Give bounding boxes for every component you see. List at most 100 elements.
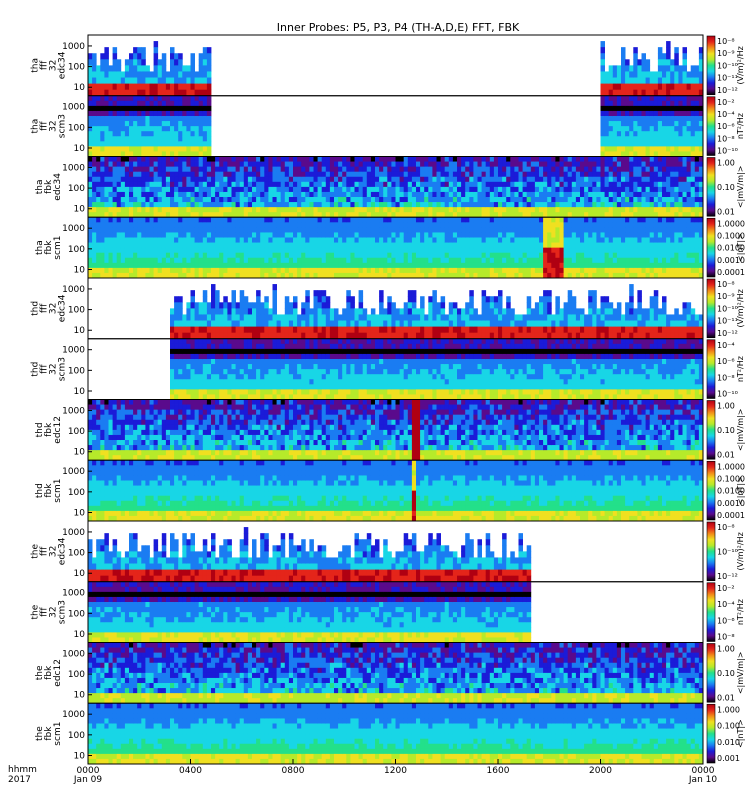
spectrogram-cell bbox=[288, 186, 294, 193]
spectrogram-cell bbox=[674, 181, 679, 188]
spectrogram-cell bbox=[616, 237, 622, 243]
spectrogram-cell bbox=[612, 176, 618, 183]
spectrogram-cell bbox=[354, 176, 359, 183]
spectrogram-cell bbox=[567, 247, 573, 254]
spectrogram-cell bbox=[682, 267, 687, 274]
spectrogram-cell bbox=[411, 232, 417, 238]
spectrogram-cell bbox=[485, 181, 491, 188]
spectrogram-cell bbox=[174, 166, 179, 173]
spectrogram-cell bbox=[686, 197, 692, 203]
spectrogram-cell bbox=[666, 146, 671, 152]
spectrogram-cell bbox=[88, 267, 93, 274]
spectrogram-cell bbox=[313, 262, 318, 269]
spectrogram-cell bbox=[555, 262, 560, 269]
spectrogram-cell bbox=[616, 121, 622, 127]
spectrogram-cell bbox=[202, 105, 208, 112]
spectrogram-cell bbox=[547, 181, 552, 188]
spectrogram-cell bbox=[268, 202, 273, 208]
spectrogram-cell bbox=[629, 110, 634, 117]
spectrogram-cell bbox=[670, 227, 675, 233]
spectrogram-cell bbox=[186, 110, 191, 117]
spectrogram-cell bbox=[133, 171, 138, 178]
spectrogram-cell bbox=[457, 202, 462, 208]
spectrogram-cell bbox=[436, 267, 441, 274]
spectrogram-cell bbox=[682, 166, 687, 173]
spectrogram-cell bbox=[124, 151, 130, 157]
spectrogram-cell bbox=[616, 191, 622, 198]
spectrogram-cell bbox=[145, 151, 150, 157]
spectrogram-cell bbox=[416, 227, 421, 233]
spectrogram-cell bbox=[633, 247, 638, 254]
spectrogram-cell bbox=[657, 181, 663, 188]
spectrogram-cell bbox=[280, 171, 286, 178]
spectrogram-cell bbox=[493, 272, 499, 279]
spectrogram-cell bbox=[313, 207, 318, 213]
spectrogram-cell bbox=[293, 227, 298, 233]
spectrogram-cell bbox=[178, 161, 183, 168]
spectrogram-cell bbox=[637, 151, 642, 157]
spectrogram-cell bbox=[461, 242, 466, 249]
spectrogram-cell bbox=[563, 232, 569, 238]
spectrogram-cell bbox=[96, 262, 101, 269]
spectrogram-cell bbox=[256, 227, 261, 233]
spectrogram-cell bbox=[612, 126, 618, 132]
spectrogram-cell bbox=[444, 207, 450, 213]
spectrogram-cell bbox=[178, 252, 183, 259]
spectrogram-cell bbox=[629, 116, 634, 122]
spectrogram-cell bbox=[481, 186, 487, 193]
spectrogram-cell bbox=[206, 59, 212, 66]
spectrogram-cell bbox=[420, 272, 425, 279]
panel-4-label: tha fbk scm1 bbox=[35, 236, 63, 260]
spectrogram-cell bbox=[379, 237, 384, 243]
spectrogram-cell bbox=[235, 308, 241, 315]
spectrogram-cell bbox=[190, 121, 195, 127]
spectrogram-cell bbox=[231, 207, 236, 213]
spectrogram-cell bbox=[190, 332, 195, 340]
spectrogram-cell bbox=[96, 217, 101, 223]
spectrogram-cell bbox=[395, 227, 400, 233]
spectrogram-cell bbox=[694, 267, 700, 274]
spectrogram-cell bbox=[416, 212, 421, 218]
spectrogram-cell bbox=[141, 181, 146, 188]
spectrogram-cell bbox=[129, 151, 134, 157]
spectrogram-cell bbox=[190, 71, 195, 78]
spectrogram-cell bbox=[198, 83, 204, 91]
spectrogram-cell bbox=[174, 191, 179, 198]
spectrogram-cell bbox=[182, 171, 187, 178]
spectrogram-cell bbox=[637, 95, 642, 102]
spectrogram-cell bbox=[625, 121, 630, 127]
spectrogram-cell bbox=[411, 262, 417, 269]
spectrogram-cell bbox=[387, 171, 392, 178]
spectrogram-cell bbox=[674, 217, 679, 223]
spectrogram-cell bbox=[206, 53, 212, 60]
spectrogram-cell bbox=[608, 136, 614, 142]
spectrogram-cell bbox=[637, 131, 642, 137]
spectrogram-cell bbox=[100, 65, 105, 72]
spectrogram-cell bbox=[178, 176, 183, 183]
spectrogram-cell bbox=[182, 166, 187, 173]
spectrogram-cell bbox=[194, 126, 200, 132]
spectrogram-cell bbox=[350, 202, 355, 208]
spectrogram-cell bbox=[272, 207, 277, 213]
spectrogram-cell bbox=[682, 197, 687, 203]
spectrogram-cell bbox=[366, 161, 372, 168]
spectrogram-cell bbox=[272, 191, 277, 198]
spectrogram-cell bbox=[682, 156, 687, 162]
spectrogram-cell bbox=[477, 156, 482, 162]
spectrogram-cell bbox=[506, 176, 511, 183]
spectrogram-cell bbox=[633, 262, 638, 269]
spectrogram-cell bbox=[686, 83, 692, 91]
colorbar-tick-label: 10⁻² bbox=[717, 98, 735, 107]
spectrogram-cell bbox=[534, 227, 540, 233]
spectrogram-cell bbox=[124, 141, 130, 147]
spectrogram-cell bbox=[129, 212, 134, 218]
spectrogram-cell bbox=[186, 151, 191, 157]
spectrogram-cell bbox=[100, 176, 105, 183]
spectrogram-cell bbox=[526, 227, 532, 233]
spectrogram-cell bbox=[362, 217, 368, 223]
spectrogram-cell bbox=[440, 272, 446, 279]
spectrogram-cell bbox=[116, 110, 122, 117]
spectrogram-cell bbox=[186, 166, 191, 173]
spectrogram-cell bbox=[522, 191, 528, 198]
spectrogram-cell bbox=[227, 156, 232, 162]
